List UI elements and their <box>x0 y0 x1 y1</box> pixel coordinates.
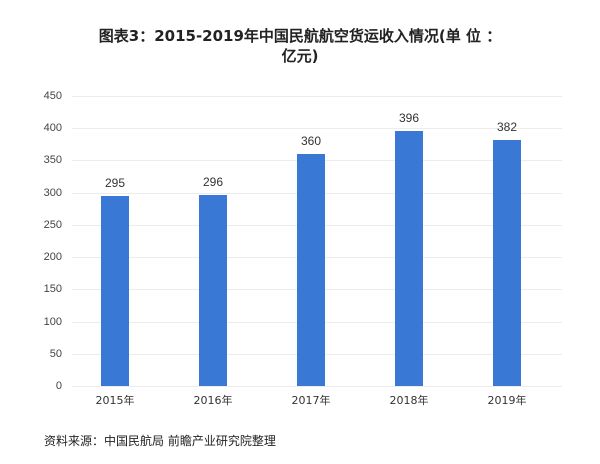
y-tick-label: 250 <box>43 218 62 231</box>
bar <box>297 154 325 386</box>
y-tick-label: 200 <box>43 251 62 264</box>
bar-value-label: 295 <box>104 175 126 190</box>
x-tick-label: 2016年 <box>193 394 233 407</box>
bar <box>101 195 129 386</box>
title-line-2: 亿元) <box>281 47 319 65</box>
gridline <box>72 96 562 97</box>
x-tick-label: 2015年 <box>95 394 135 407</box>
y-tick-label: 300 <box>43 186 62 199</box>
bar-value-label: 296 <box>202 175 224 190</box>
x-tick-label: 2019年 <box>487 394 527 407</box>
bar <box>199 195 227 386</box>
gridline <box>72 386 562 387</box>
y-tick-label: 0 <box>55 380 62 392</box>
bar-value-label: 382 <box>496 119 518 134</box>
x-tick-label: 2018年 <box>389 394 429 407</box>
y-tick-label: 400 <box>43 122 62 135</box>
bar-value-label: 360 <box>300 134 322 148</box>
x-tick-label: 2017年 <box>291 394 331 407</box>
title-line-1: 图表3：2015-2019年中国民航航空货运收入情况(单 位 ： <box>98 27 502 45</box>
chart-title: 图表3：2015-2019年中国民航航空货运收入情况(单 位 ： 亿元) <box>40 26 560 66</box>
y-tick-label: 50 <box>49 347 62 360</box>
y-tick-label: 350 <box>43 154 62 167</box>
y-tick-label: 450 <box>43 90 62 102</box>
y-tick-label: 150 <box>43 283 62 296</box>
y-tick-label: 100 <box>43 315 62 328</box>
bar <box>395 130 423 386</box>
plot-area: 0 50 100 150 200 250 300 350 400 450 295 2015年 296 20… <box>44 90 562 407</box>
bar <box>493 139 521 386</box>
gridline <box>72 128 562 130</box>
source-note: 资料来源：中国民航局 前瞻产业研究院整理 <box>44 434 276 448</box>
bar-value-label: 396 <box>398 110 420 125</box>
